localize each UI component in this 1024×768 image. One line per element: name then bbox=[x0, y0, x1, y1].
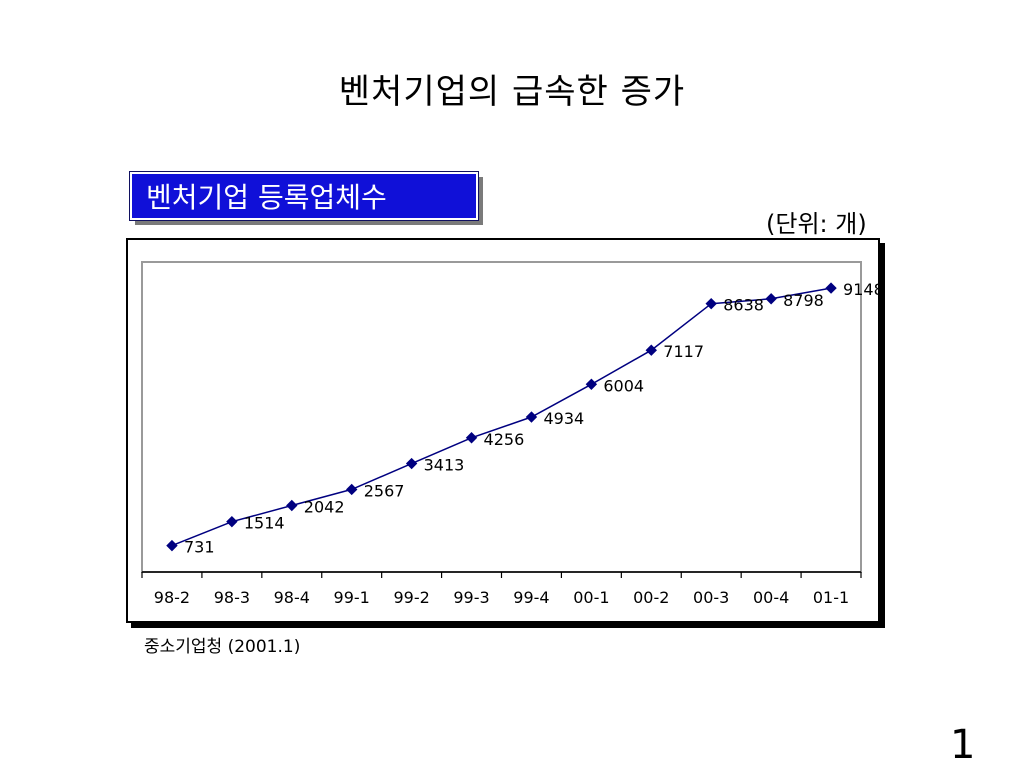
series-line bbox=[171, 287, 832, 547]
source-note: 중소기업청 (2001.1) bbox=[144, 637, 301, 657]
data-point-marker bbox=[226, 515, 238, 528]
x-tick-label: 98-3 bbox=[214, 588, 250, 607]
data-label: 3413 bbox=[424, 456, 465, 475]
data-point-marker bbox=[765, 293, 777, 305]
x-tick-label: 98-4 bbox=[274, 588, 310, 607]
data-point-marker bbox=[525, 411, 538, 423]
x-tick-label: 01-1 bbox=[813, 588, 849, 607]
data-label: 6004 bbox=[603, 376, 644, 395]
data-label: 9148 bbox=[843, 280, 878, 299]
chart-label-box: 벤처기업 등록업체수 bbox=[129, 171, 479, 221]
chart-frame: 98-2 98-3 98-4 99-1 99-2 99-3 99-4 00-1 00-2 00-3… bbox=[126, 238, 880, 623]
x-tick-label: 99-1 bbox=[334, 588, 370, 607]
data-point-marker bbox=[585, 378, 598, 390]
data-point-marker bbox=[405, 457, 418, 470]
data-point-marker bbox=[465, 432, 478, 444]
x-tick-label: 99-3 bbox=[453, 588, 489, 607]
line-chart: 98-2 98-3 98-4 99-1 99-2 99-3 99-4 00-1 00-2 00-3… bbox=[141, 261, 878, 607]
data-point-marker bbox=[705, 297, 717, 310]
data-point-marker bbox=[166, 539, 178, 552]
x-tick-label: 00-3 bbox=[693, 588, 729, 607]
unit-label: (단위: 개) bbox=[766, 210, 867, 238]
page-number: 1 bbox=[950, 722, 976, 768]
data-label: 731 bbox=[184, 538, 215, 557]
x-tick-label: 99-4 bbox=[513, 588, 549, 607]
data-label: 4256 bbox=[484, 430, 525, 449]
chart-label-text: 벤처기업 등록업체수 bbox=[146, 181, 387, 214]
data-label: 8798 bbox=[783, 291, 824, 310]
data-point-marker bbox=[645, 344, 657, 356]
data-label: 1514 bbox=[244, 514, 285, 533]
data-label: 4934 bbox=[543, 409, 584, 428]
data-label: 7117 bbox=[663, 342, 704, 361]
x-tick-label: 98-2 bbox=[154, 588, 190, 607]
data-label: 2042 bbox=[304, 498, 345, 517]
x-tick-label: 00-2 bbox=[633, 588, 669, 607]
slide-title: 벤처기업의 급속한 증가 bbox=[338, 72, 686, 112]
data-point-marker bbox=[286, 499, 298, 512]
data-label: 2567 bbox=[364, 481, 405, 500]
x-tick-label: 00-4 bbox=[753, 588, 789, 607]
x-tick-label: 00-1 bbox=[573, 588, 609, 607]
data-point-marker bbox=[346, 483, 358, 496]
data-label: 8638 bbox=[723, 296, 764, 315]
data-point-marker bbox=[825, 282, 837, 294]
x-tick-label: 99-2 bbox=[393, 588, 429, 607]
